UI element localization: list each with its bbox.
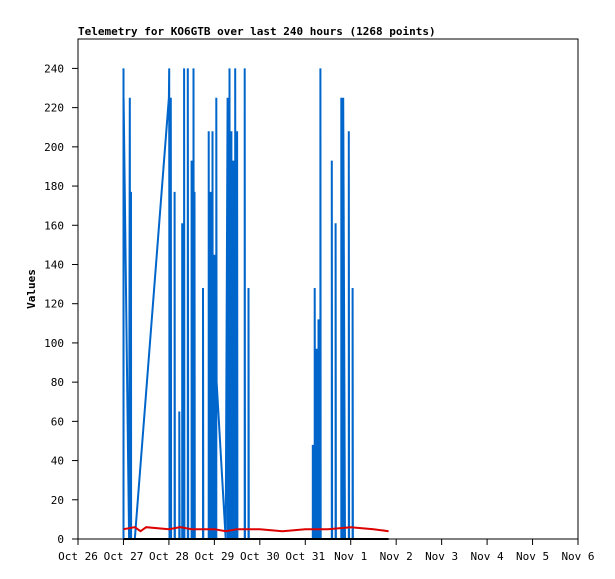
x-tick-label: Nov 2 (380, 550, 413, 563)
x-tick-label: Nov 5 (516, 550, 549, 563)
x-tick-label: Oct 27 (104, 550, 144, 563)
x-tick-label: Oct 28 (149, 550, 189, 563)
y-tick-label: 140 (44, 258, 64, 271)
y-tick-label: 120 (44, 298, 64, 311)
y-axis: 0 20 40 60 80 100 120 140 160 180 200 220 240 (44, 62, 78, 546)
y-tick-label: 0 (57, 533, 64, 546)
x-tick-label: Oct 26 (58, 550, 98, 563)
series-layer (122, 68, 389, 540)
x-tick-label: Oct 31 (285, 550, 325, 563)
y-tick-label: 20 (51, 494, 64, 507)
y-tick-label: 60 (51, 415, 64, 428)
plot-area (77, 38, 579, 540)
x-tick-label: Oct 29 (194, 550, 234, 563)
x-tick-label: Nov 1 (334, 550, 367, 563)
x-tick-label: Oct 30 (240, 550, 280, 563)
y-axis-label: Values (25, 269, 38, 309)
y-tick-label: 240 (44, 62, 64, 75)
y-tick-label: 40 (51, 455, 64, 468)
x-tick-label: Nov 4 (471, 550, 504, 563)
y-tick-label: 220 (44, 102, 64, 115)
y-tick-label: 180 (44, 180, 64, 193)
y-tick-label: 100 (44, 337, 64, 350)
x-tick-label: Nov 6 (561, 550, 594, 563)
y-tick-label: 80 (51, 376, 64, 389)
y-tick-label: 160 (44, 219, 64, 232)
chart-title: Telemetry for KO6GTB over last 240 hours… (78, 25, 436, 38)
x-tick-label: Nov 3 (425, 550, 458, 563)
x-axis: Oct 26 Oct 27 Oct 28 Oct 29 Oct 30 Oct 31 Nov … (58, 539, 595, 563)
y-tick-label: 200 (44, 141, 64, 154)
series-line-2 (123, 526, 389, 533)
